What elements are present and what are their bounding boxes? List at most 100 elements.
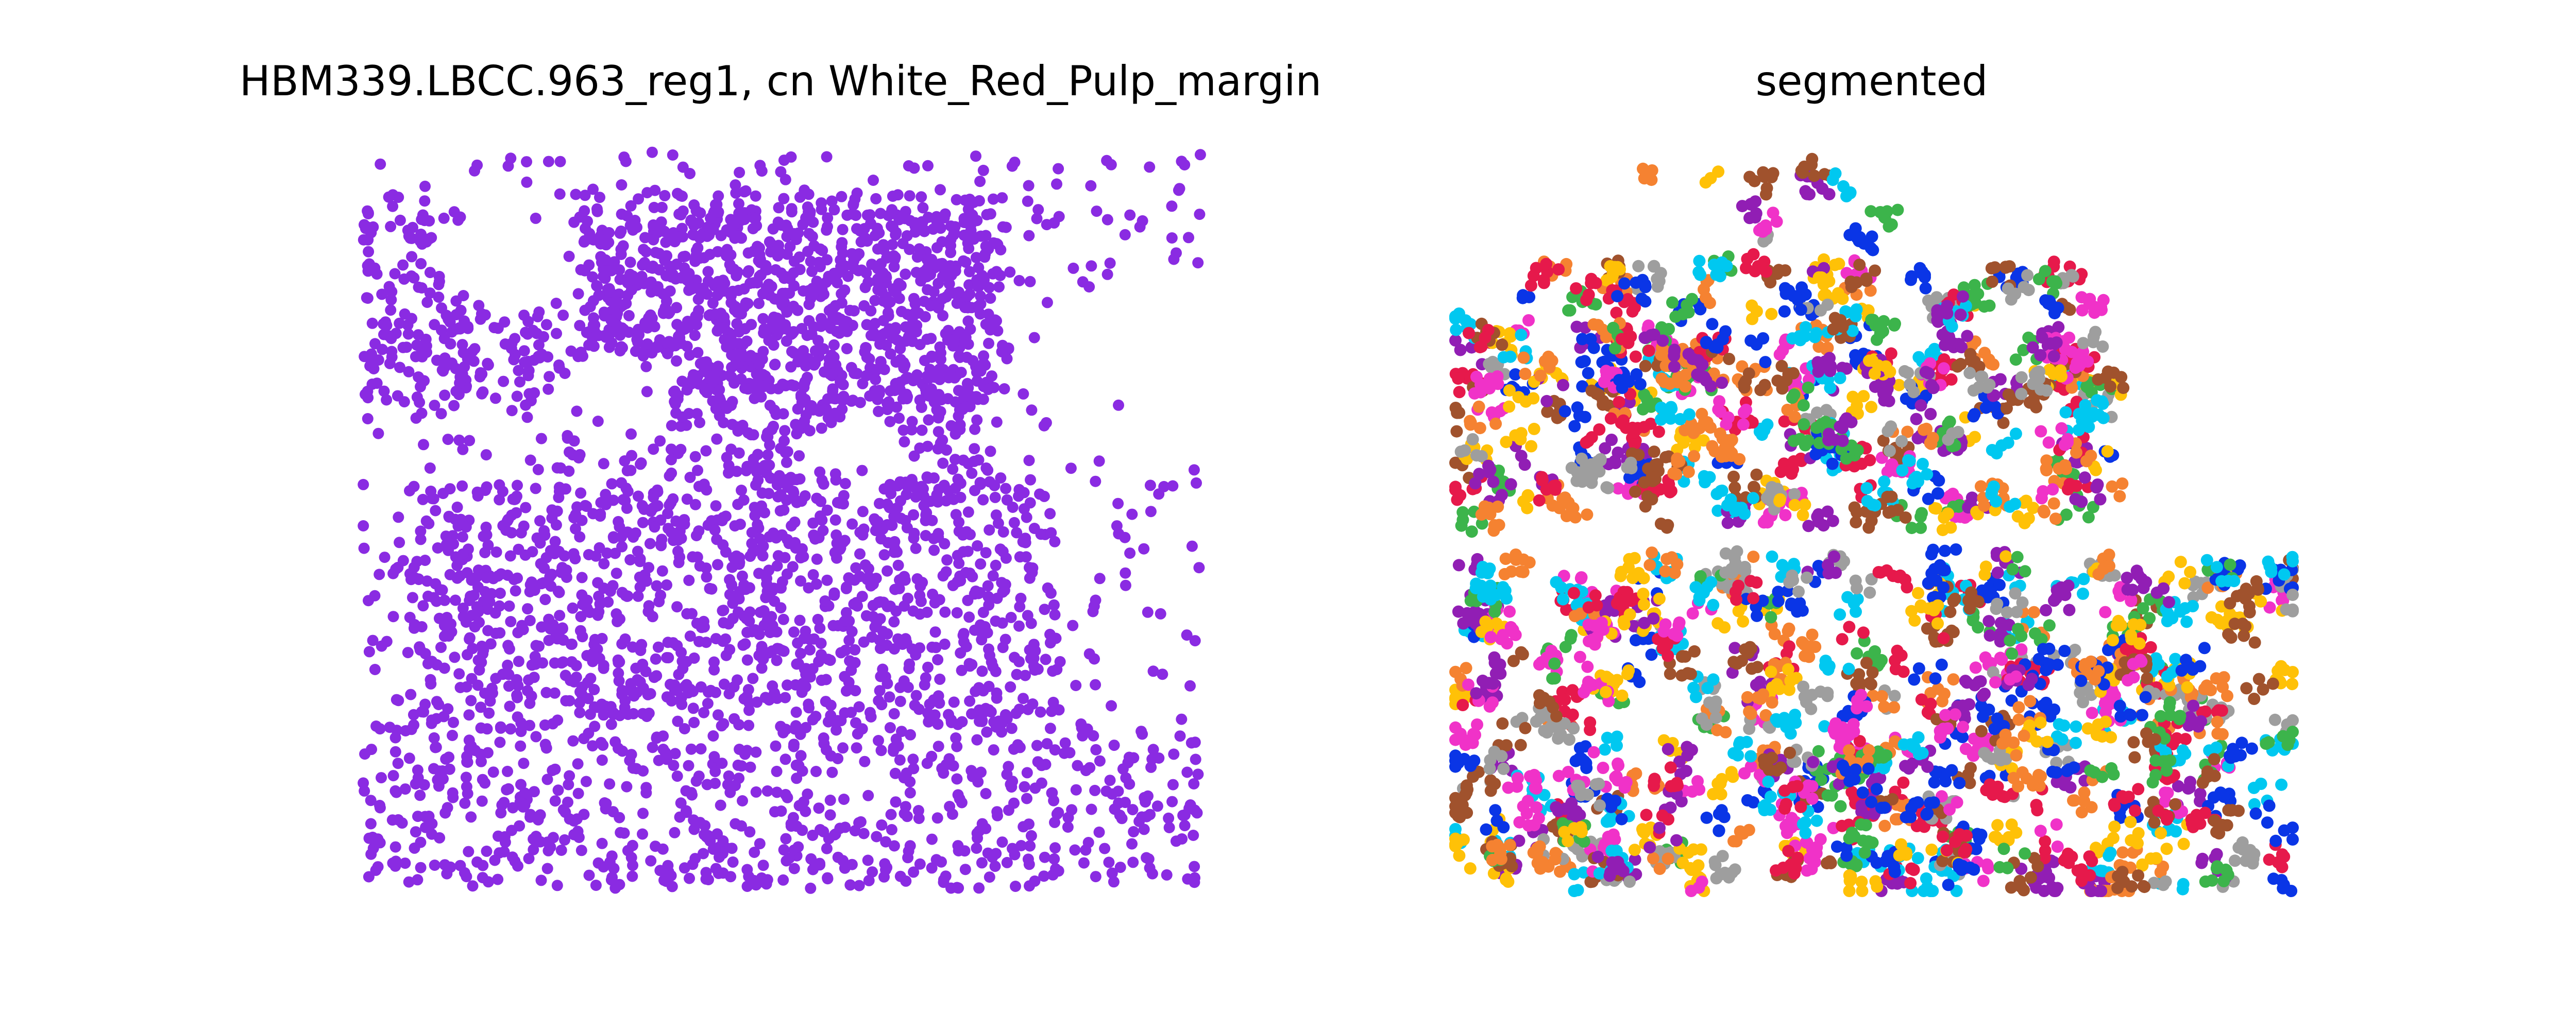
data-point <box>679 723 690 734</box>
data-point <box>1053 163 1064 175</box>
data-point <box>531 328 543 339</box>
segment-point <box>1969 431 1981 443</box>
data-point <box>597 270 609 282</box>
data-point <box>714 384 725 396</box>
data-point <box>433 291 445 303</box>
data-point <box>1040 654 1052 665</box>
data-point <box>832 851 844 863</box>
data-point <box>865 711 877 723</box>
data-point <box>412 764 423 776</box>
data-point <box>642 606 654 617</box>
data-point <box>435 642 447 653</box>
left-panel-title: HBM339.LBCC.963_reg1, cn White_Red_Pulp_… <box>239 57 1322 105</box>
data-point <box>907 753 919 765</box>
data-point <box>671 355 682 367</box>
data-point <box>1176 833 1188 845</box>
data-point <box>809 859 821 870</box>
data-point <box>1124 547 1136 559</box>
data-point <box>684 872 695 884</box>
data-point <box>1174 730 1186 742</box>
data-point <box>701 779 713 791</box>
data-point <box>651 580 663 592</box>
data-point <box>515 779 527 791</box>
segment-point <box>1954 308 1967 321</box>
data-point <box>685 743 697 755</box>
segment-point <box>1995 439 2008 452</box>
data-point <box>802 246 814 258</box>
data-point <box>1188 464 1200 476</box>
data-point <box>481 845 493 857</box>
data-point <box>462 788 473 799</box>
data-point <box>744 826 756 838</box>
data-point <box>375 158 386 170</box>
data-point <box>940 566 952 578</box>
segment-point <box>1637 403 1649 416</box>
data-point <box>479 309 491 321</box>
data-point <box>1176 156 1188 167</box>
data-point <box>798 345 809 356</box>
data-point <box>1167 480 1179 492</box>
data-point <box>997 221 1009 233</box>
data-point <box>576 589 588 601</box>
data-point <box>554 610 566 622</box>
segment-point <box>1605 434 1618 446</box>
segment-point <box>1648 260 1660 272</box>
data-point <box>362 413 374 424</box>
data-point <box>644 538 656 550</box>
segment-point <box>1978 347 1991 359</box>
data-point <box>882 398 893 409</box>
data-point <box>789 723 801 735</box>
data-point <box>694 560 706 572</box>
data-point <box>976 665 988 677</box>
segment-point <box>1785 467 1798 480</box>
data-point <box>1066 804 1078 816</box>
data-point <box>385 304 397 316</box>
data-point <box>808 529 820 541</box>
segment-point <box>1500 436 1513 449</box>
data-point <box>619 495 631 507</box>
data-point <box>564 813 575 825</box>
data-point <box>539 594 551 606</box>
data-point <box>506 825 518 836</box>
data-point <box>443 544 454 556</box>
data-point <box>528 844 539 855</box>
data-point <box>908 450 920 462</box>
data-point <box>928 472 940 484</box>
data-point <box>502 765 513 777</box>
data-point <box>441 612 453 623</box>
data-point <box>1151 800 1163 812</box>
data-point <box>588 312 600 324</box>
data-point <box>617 342 628 354</box>
data-point <box>1041 738 1053 750</box>
data-point <box>1144 161 1156 173</box>
data-point <box>598 458 609 470</box>
data-point <box>886 520 898 531</box>
data-point <box>970 150 981 162</box>
data-point <box>1166 200 1178 212</box>
data-point <box>975 558 987 570</box>
data-point <box>960 217 972 229</box>
data-point <box>1128 826 1140 837</box>
left-scatter-plot <box>358 146 1206 894</box>
data-point <box>974 364 986 376</box>
data-point <box>997 526 1009 538</box>
data-point <box>487 766 499 778</box>
data-point <box>1161 869 1173 881</box>
data-point <box>767 223 779 235</box>
data-point <box>977 164 989 176</box>
data-point <box>849 825 861 837</box>
data-point <box>836 370 848 381</box>
data-point <box>788 487 800 499</box>
data-point <box>854 397 866 408</box>
data-point <box>784 241 796 252</box>
data-point <box>822 716 834 728</box>
data-point <box>616 179 628 191</box>
data-point <box>686 789 698 801</box>
data-point <box>737 420 749 431</box>
data-point <box>923 390 935 402</box>
data-point <box>658 226 670 237</box>
data-point <box>807 830 819 841</box>
data-point <box>604 856 616 868</box>
data-point <box>1025 830 1037 842</box>
data-point <box>1048 599 1060 611</box>
